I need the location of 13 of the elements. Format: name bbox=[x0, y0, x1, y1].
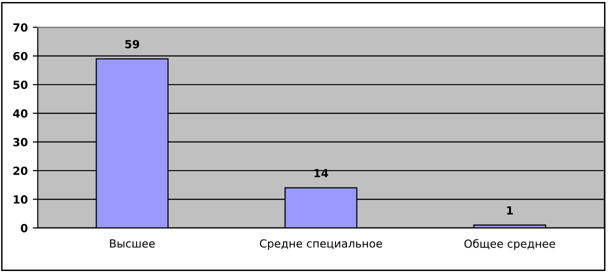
data-label: 59 bbox=[125, 40, 140, 48]
x-tick-label: Высшее bbox=[110, 239, 155, 248]
y-tick-label: 70 bbox=[13, 23, 28, 32]
y-tick-label: 0 bbox=[20, 224, 28, 232]
y-tick-label: 40 bbox=[13, 109, 28, 118]
y-tick-label: 50 bbox=[13, 80, 28, 90]
x-tick-label: Общее среднее bbox=[464, 239, 556, 250]
y-tick-label: 10 bbox=[14, 195, 28, 204]
x-tick-label: Средне специальное bbox=[260, 239, 382, 250]
y-tick-label: 20 bbox=[13, 166, 28, 176]
data-label: 1 bbox=[507, 206, 513, 214]
y-tick-label: 30 bbox=[13, 138, 28, 146]
y-tick-label: 60 bbox=[13, 52, 28, 60]
